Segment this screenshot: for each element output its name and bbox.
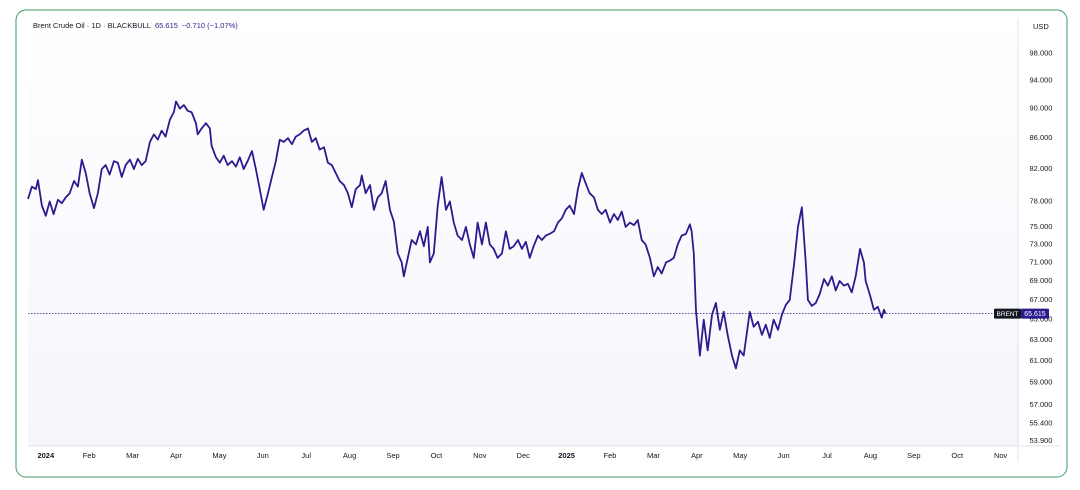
y-tick-label: 59.000 [1030, 378, 1053, 387]
x-tick-label: Mar [126, 451, 139, 460]
x-tick-label: 2024 [37, 451, 55, 460]
title: Brent Crude Oil · 1D · BLACKBULL [33, 21, 151, 30]
y-tick-label: 82.000 [1030, 164, 1053, 173]
x-tick-label: Oct [431, 451, 444, 460]
x-tick-label: Jul [822, 451, 832, 460]
y-tick-label: 65.000 [1030, 315, 1053, 324]
x-tick-label: Apr [691, 451, 703, 460]
y-tick-label: 55.400 [1030, 418, 1053, 427]
x-tick-label: May [733, 451, 747, 460]
x-tick-label: Feb [83, 451, 96, 460]
y-tick-label: 57.000 [1030, 400, 1053, 409]
chart-title: Brent Crude Oil · 1D · BLACKBULL 65.615 −0… [33, 21, 238, 30]
y-tick-label: 78.000 [1030, 196, 1053, 205]
y-tick-label: 61.000 [1030, 356, 1053, 365]
price-tag: 65.615 [1024, 311, 1046, 318]
x-tick-label: Nov [994, 451, 1008, 460]
y-tick-label: 53.900 [1030, 436, 1053, 445]
price-tag-bg [1021, 308, 1049, 319]
x-tick-label: May [212, 451, 226, 460]
x-tick-label: Sep [386, 451, 399, 460]
x-tick-label: Feb [604, 451, 617, 460]
x-tick-label: 2025 [558, 451, 575, 460]
y-tick-label: 98.000 [1030, 48, 1053, 57]
currency: USD [1033, 22, 1049, 31]
x-tick-label: Sep [907, 451, 920, 460]
last-price: 65.615 [155, 21, 178, 30]
x-tick-label: Jul [301, 451, 311, 460]
plot-area [28, 18, 1018, 446]
y-tick-label: 86.000 [1030, 133, 1053, 142]
x-tick-label: Apr [170, 451, 182, 460]
y-tick-label: 71.000 [1030, 257, 1053, 266]
y-tick-label: 69.000 [1030, 276, 1053, 285]
x-tick-label: Nov [473, 451, 487, 460]
x-tick-label: Aug [343, 451, 356, 460]
change: −0.710 (−1.07%) [182, 21, 238, 30]
x-tick-label: Dec [517, 451, 531, 460]
x-tick-label: Mar [647, 451, 660, 460]
series-tag: BRENT [996, 311, 1018, 318]
price-line [27, 100, 887, 370]
y-tick-label: 67.000 [1030, 295, 1053, 304]
y-tick-label: 90.000 [1030, 104, 1053, 113]
x-tick-label: Oct [951, 451, 964, 460]
x-tick-label: Jun [778, 451, 790, 460]
y-tick-label: 63.000 [1030, 335, 1053, 344]
y-tick-label: 75.000 [1030, 222, 1053, 231]
y-tick-label: 94.000 [1030, 75, 1053, 84]
x-tick-label: Jun [257, 451, 269, 460]
x-tick-label: Aug [864, 451, 877, 460]
y-tick-label: 73.000 [1030, 239, 1053, 248]
series-tag-bg [994, 308, 1021, 319]
